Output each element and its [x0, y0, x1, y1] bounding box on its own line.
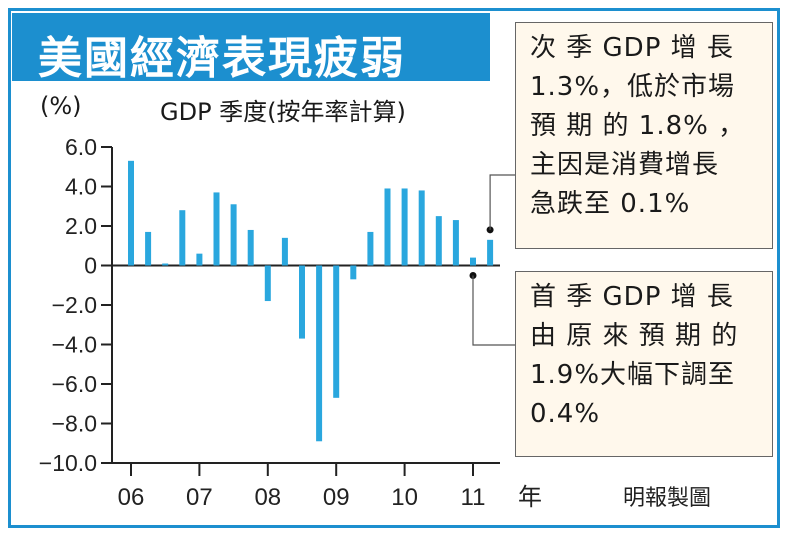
callout-line — [472, 275, 515, 346]
x-tick-label: 10 — [391, 484, 418, 511]
y-tick-label: 0 — [84, 253, 97, 279]
bar — [145, 231, 152, 266]
bar-series — [128, 160, 494, 442]
callout-line — [489, 174, 515, 230]
bar — [162, 263, 169, 266]
bar — [435, 216, 442, 266]
bar — [470, 257, 476, 266]
chart-title: 美國經濟表現疲弱 — [38, 33, 406, 84]
y-tick-label: −6.0 — [52, 371, 97, 397]
y-tick-label: 2.0 — [65, 213, 97, 239]
x-tick-label: 06 — [118, 484, 145, 511]
bar — [128, 160, 134, 266]
y-tick-label: −4.0 — [52, 332, 97, 358]
bar — [316, 265, 323, 442]
y-axis-unit: (%) — [40, 92, 82, 120]
title-banner: 美國經濟表現疲弱 — [12, 13, 490, 84]
chart-subtitle: GDP 季度(按年率計算) — [160, 98, 406, 126]
bar — [264, 265, 271, 302]
bar — [299, 265, 305, 339]
x-tick-label: 09 — [323, 484, 350, 511]
bar — [247, 229, 254, 266]
bar — [487, 239, 494, 266]
bar — [333, 265, 340, 398]
bar — [418, 190, 425, 266]
bar — [196, 253, 203, 266]
bar — [452, 220, 459, 266]
bar — [367, 231, 374, 266]
bar — [230, 204, 237, 266]
bar — [281, 237, 288, 266]
bar — [350, 265, 357, 280]
bar — [401, 188, 408, 266]
bar — [384, 188, 391, 266]
y-tick-label: −2.0 — [52, 292, 97, 318]
y-axis: 6.0 4.0 2.0 0 −2.0 −4.0 −6.0 −8.0 −10.0 — [39, 134, 500, 476]
latest-quarter-note: 次 季 GDP 增 長 1.3%，低於市場 預 期 的 1.8% ， 主因是消費… — [515, 22, 773, 249]
x-tick-label: 11 — [461, 484, 486, 511]
bar — [179, 210, 186, 266]
y-tick-label: −10.0 — [39, 450, 97, 476]
x-tick-label: 07 — [186, 484, 213, 511]
x-axis-unit: 年 — [518, 484, 542, 511]
y-tick-label: 4.0 — [65, 174, 97, 200]
x-axis: 06 07 08 09 10 11 年 — [112, 462, 542, 511]
x-tick-label: 08 — [254, 484, 281, 511]
credit-text: 明報製圖 — [623, 486, 712, 511]
y-tick-label: −8.0 — [52, 411, 97, 437]
bar — [213, 192, 220, 266]
y-tick-label: 6.0 — [65, 134, 97, 160]
callout-lines — [469, 174, 515, 346]
first-quarter-note: 首 季 GDP 增 長 由 原 來 預 期 的 1.9%大幅下調至 0.4% — [515, 271, 773, 457]
